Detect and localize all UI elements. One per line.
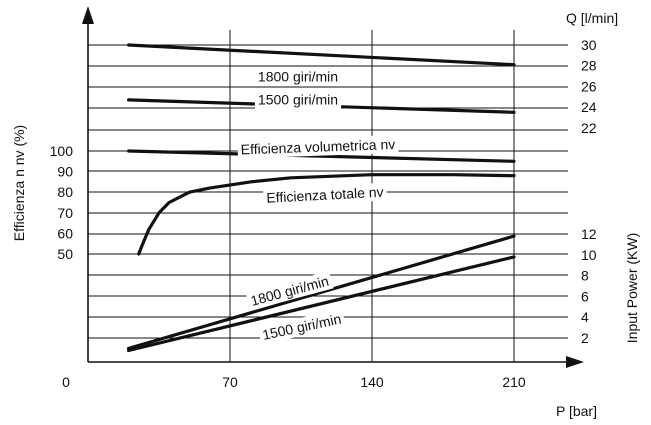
axes [82,6,584,368]
x-tick-label: 140 [360,374,384,390]
left-axis-title: Efficienza n nv (%) [11,125,27,241]
left-tick-label: 60 [57,225,73,241]
series-label-background [262,182,387,207]
series-label-background [245,270,334,311]
series-label-text: 1500 giri/min [258,92,338,108]
series-label-text: Efficienza volumetrica nv [240,136,395,157]
x-tick-label: 70 [222,374,238,390]
left-tick-label: 50 [57,246,73,262]
left-tick-label: 100 [50,143,74,159]
series-label: 1500 giri/min [254,90,342,109]
power-tick-label: 12 [581,226,597,242]
series-line [137,173,516,256]
x-axis-title: P [bar] [556,403,597,419]
series-line [127,149,516,163]
series-line [127,234,516,350]
right-axis-bottom-title: Input Power (KW) [624,233,640,343]
flow-tick-label: 24 [581,99,597,115]
y-axis-arrow-icon [82,6,94,24]
x-axis-arrow-icon [566,356,584,368]
series-label-background [257,308,346,345]
series-label-background [254,67,342,86]
series-label: Efficienza volumetrica nv [237,134,399,159]
series-label-background [254,90,342,109]
series-lines [127,43,516,353]
power-tick-label: 8 [581,268,589,284]
left-tick-label: 90 [57,164,73,180]
left-tick-label: 70 [57,205,73,221]
series-line [127,43,516,67]
series-label: 1800 giri/min [254,67,342,86]
x-tick-label: 0 [62,374,70,390]
right-axis-top-title: Q [l/min] [566,10,618,26]
series-label: Efficienza totale nv [262,182,387,207]
x-tick-label: 210 [502,374,526,390]
power-tick-label: 2 [581,330,589,346]
flow-tick-label: 22 [581,120,597,136]
power-tick-label: 6 [581,288,589,304]
series-label-background [237,134,399,159]
power-tick-label: 10 [581,247,597,263]
series-label-text: 1800 giri/min [258,69,338,85]
flow-tick-label: 26 [581,78,597,94]
left-tick-label: 80 [57,184,73,200]
flow-tick-label: 30 [581,37,597,53]
flow-tick-label: 28 [581,58,597,74]
power-tick-label: 4 [581,309,589,325]
series-line [127,255,516,353]
series-label-text: Efficienza totale nv [266,184,384,206]
